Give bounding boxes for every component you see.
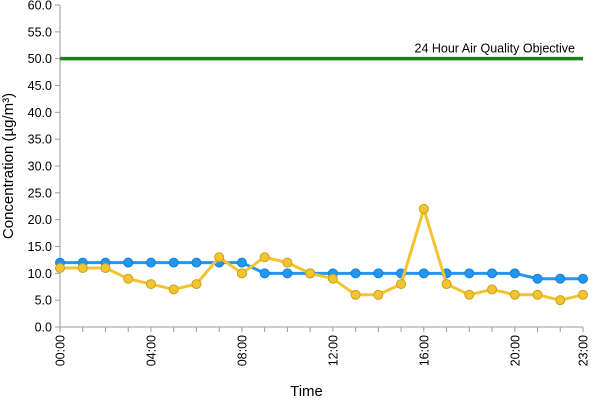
objective-label: 24 Hour Air Quality Objective bbox=[415, 42, 576, 56]
data-point bbox=[191, 279, 202, 290]
y-tick-label: 25.0 bbox=[28, 186, 52, 200]
series-1 bbox=[55, 203, 588, 306]
data-point bbox=[578, 273, 588, 284]
x-axis: 00:00 04:00 08:00 12:00 16:00 20:00 23:00 bbox=[54, 326, 591, 366]
x-tick-label: 16:00 bbox=[417, 335, 431, 366]
y-tick-label: 10.0 bbox=[28, 267, 52, 281]
data-point bbox=[145, 279, 156, 290]
data-point bbox=[418, 203, 429, 214]
x-tick-label: 08:00 bbox=[235, 335, 249, 366]
data-point bbox=[464, 289, 475, 300]
data-point bbox=[77, 262, 88, 273]
data-point bbox=[327, 273, 338, 284]
y-tick-label: 55.0 bbox=[28, 25, 52, 39]
y-tick-label: 60.0 bbox=[28, 0, 52, 13]
x-axis-title: Time bbox=[290, 383, 323, 400]
data-point bbox=[236, 257, 247, 268]
data-point bbox=[145, 257, 156, 268]
data-point bbox=[191, 257, 202, 268]
data-point bbox=[350, 268, 361, 279]
data-point bbox=[168, 284, 179, 295]
y-tick-label: 35.0 bbox=[28, 133, 52, 147]
x-tick-label: 20:00 bbox=[508, 335, 522, 366]
y-tick-label: 15.0 bbox=[28, 240, 52, 254]
data-point bbox=[259, 252, 270, 263]
data-point bbox=[100, 262, 111, 273]
y-tick-label: 30.0 bbox=[28, 160, 52, 174]
x-tick-label: 12:00 bbox=[326, 335, 340, 366]
data-point bbox=[373, 289, 384, 300]
y-axis-title: Concentration (µg/m³) bbox=[0, 93, 17, 239]
y-tick-label: 5.0 bbox=[35, 294, 52, 308]
y-tick-label: 20.0 bbox=[28, 213, 52, 227]
data-point bbox=[509, 289, 520, 300]
data-point bbox=[578, 289, 588, 300]
data-point bbox=[464, 268, 475, 279]
y-tick-label: 45.0 bbox=[28, 79, 52, 93]
data-point bbox=[123, 257, 134, 268]
data-point bbox=[350, 289, 361, 300]
data-point bbox=[282, 268, 293, 279]
data-point bbox=[487, 268, 498, 279]
data-point bbox=[532, 289, 543, 300]
data-point bbox=[441, 279, 452, 290]
x-tick-label: 04:00 bbox=[144, 335, 158, 366]
data-point bbox=[509, 268, 520, 279]
data-point bbox=[396, 279, 407, 290]
data-point bbox=[282, 257, 293, 268]
y-tick-label: 40.0 bbox=[28, 106, 52, 120]
x-tick-label: 23:00 bbox=[577, 335, 591, 366]
y-axis: 0.0 5.0 10.0 15.0 20.0 25.0 30.0 35.0 40.0 45.0 50… bbox=[28, 0, 61, 335]
data-point bbox=[555, 295, 566, 306]
data-point bbox=[373, 268, 384, 279]
data-point bbox=[55, 262, 65, 273]
y-tick-label: 0.0 bbox=[35, 321, 52, 335]
data-point bbox=[305, 268, 316, 279]
data-point bbox=[532, 273, 543, 284]
data-point bbox=[123, 273, 134, 284]
series-line bbox=[60, 207, 584, 302]
data-point bbox=[259, 268, 270, 279]
y-tick-label: 50.0 bbox=[28, 52, 52, 66]
data-point bbox=[214, 252, 225, 263]
series-group bbox=[55, 203, 588, 306]
x-tick-label: 00:00 bbox=[54, 335, 68, 366]
data-point bbox=[168, 257, 179, 268]
objective-line-group: 24 Hour Air Quality Objective bbox=[60, 42, 583, 61]
data-point bbox=[487, 284, 498, 295]
data-point bbox=[418, 268, 429, 279]
data-point bbox=[236, 268, 247, 279]
data-point bbox=[555, 273, 566, 284]
